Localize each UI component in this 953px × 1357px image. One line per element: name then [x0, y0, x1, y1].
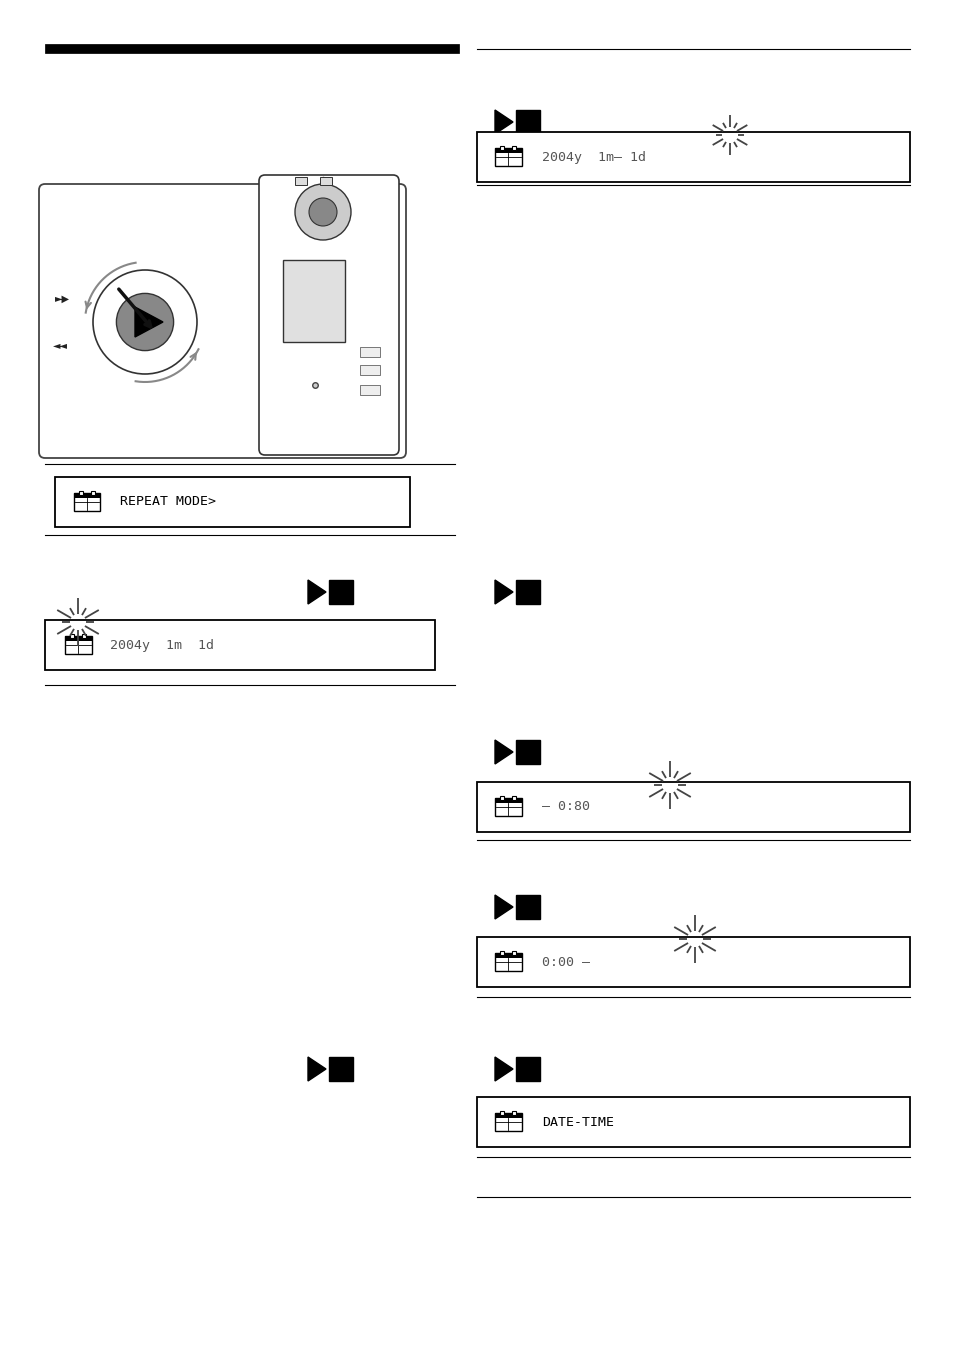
- FancyBboxPatch shape: [39, 185, 406, 459]
- Bar: [511, 951, 516, 954]
- Bar: [494, 953, 521, 972]
- Bar: [91, 491, 95, 494]
- Bar: [516, 110, 539, 134]
- Bar: [70, 635, 74, 638]
- Bar: [81, 635, 87, 638]
- Bar: [499, 147, 504, 149]
- Bar: [476, 132, 909, 182]
- Bar: [499, 797, 504, 799]
- Bar: [476, 782, 909, 832]
- Circle shape: [309, 198, 336, 227]
- Polygon shape: [495, 740, 513, 764]
- Bar: [359, 385, 379, 395]
- Bar: [319, 176, 332, 185]
- Bar: [494, 798, 521, 803]
- Circle shape: [92, 270, 196, 375]
- Bar: [329, 183, 353, 208]
- Bar: [78, 491, 84, 494]
- Bar: [73, 493, 100, 512]
- Polygon shape: [308, 1057, 326, 1082]
- Bar: [494, 1113, 521, 1130]
- Bar: [494, 1113, 521, 1118]
- Bar: [73, 493, 100, 498]
- Text: 2004y  1m— 1d: 2004y 1m— 1d: [541, 151, 645, 163]
- Text: DATE-TIME: DATE-TIME: [541, 1115, 614, 1129]
- Bar: [511, 147, 516, 149]
- Polygon shape: [495, 579, 513, 604]
- Bar: [494, 148, 521, 153]
- Text: ◄◄: ◄◄: [52, 341, 68, 350]
- Bar: [294, 176, 307, 185]
- Text: REPEAT MODE>: REPEAT MODE>: [120, 495, 215, 509]
- Polygon shape: [308, 579, 326, 604]
- Text: ►▶: ►▶: [54, 294, 70, 304]
- Bar: [329, 579, 353, 604]
- Bar: [516, 896, 539, 919]
- Bar: [511, 1111, 516, 1114]
- Bar: [499, 1111, 504, 1114]
- Bar: [516, 1057, 539, 1082]
- Bar: [516, 740, 539, 764]
- Polygon shape: [308, 183, 326, 208]
- Bar: [283, 261, 345, 342]
- Bar: [494, 798, 521, 816]
- Text: 0:00 —: 0:00 —: [541, 955, 589, 969]
- Text: 2004y  1m  1d: 2004y 1m 1d: [110, 639, 213, 651]
- Text: — 0:80: — 0:80: [541, 801, 589, 813]
- Bar: [476, 936, 909, 987]
- Bar: [65, 636, 91, 642]
- Bar: [55, 478, 410, 527]
- FancyBboxPatch shape: [258, 175, 398, 455]
- Bar: [494, 953, 521, 958]
- Polygon shape: [135, 307, 163, 337]
- Bar: [516, 579, 539, 604]
- Bar: [511, 797, 516, 799]
- Circle shape: [294, 185, 351, 240]
- Bar: [359, 347, 379, 357]
- Bar: [499, 951, 504, 954]
- Bar: [476, 1096, 909, 1147]
- Bar: [494, 148, 521, 166]
- Bar: [65, 636, 91, 654]
- Polygon shape: [495, 110, 513, 134]
- Polygon shape: [495, 896, 513, 919]
- Bar: [45, 620, 435, 670]
- Polygon shape: [495, 1057, 513, 1082]
- Circle shape: [116, 293, 173, 350]
- Bar: [359, 365, 379, 375]
- Bar: [329, 1057, 353, 1082]
